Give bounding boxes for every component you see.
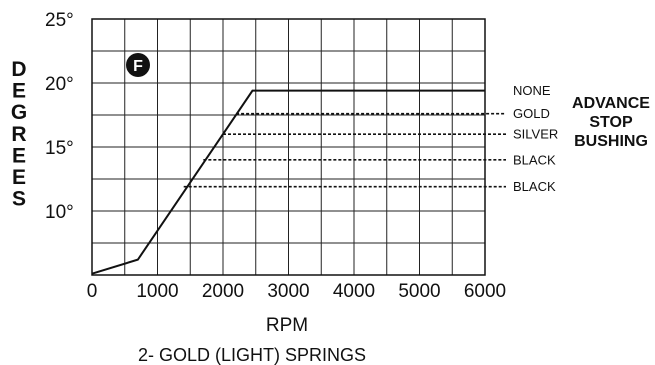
x-axis-label: RPM bbox=[266, 315, 308, 336]
y-axis-letter: E bbox=[12, 166, 26, 189]
side-title-line: STOP bbox=[589, 114, 633, 131]
plot-border bbox=[91, 18, 486, 276]
series-layer bbox=[91, 89, 506, 275]
side-title-line: ADVANCE bbox=[572, 95, 650, 112]
y-axis-letter: D bbox=[11, 58, 26, 81]
plot-frame bbox=[91, 18, 486, 276]
y-tick-label: 10° bbox=[45, 202, 74, 223]
badge-circle bbox=[126, 53, 150, 77]
tick-labels: 0 1000 2000 3000 4000 5000 6000 10° 15° 20° 25° bbox=[45, 10, 506, 302]
y-axis-letter: E bbox=[12, 144, 26, 167]
advance-stop-bushing-title: ADVANCE STOP BUSHING bbox=[572, 95, 650, 150]
series-label-gold: GOLD bbox=[513, 106, 550, 121]
grid bbox=[92, 19, 485, 275]
y-tick-label: 25° bbox=[45, 10, 74, 31]
series-label-silver: SILVER bbox=[513, 127, 558, 142]
series-line-none bbox=[91, 89, 485, 275]
x-tick-label: 6000 bbox=[464, 281, 506, 302]
y-tick-label: 15° bbox=[45, 138, 74, 159]
x-tick-label: 1000 bbox=[136, 281, 178, 302]
series-label-black: BLACK bbox=[513, 152, 556, 167]
series-labels: NONE GOLD SILVER BLACK BLACK bbox=[513, 83, 558, 194]
y-axis-letter: G bbox=[11, 101, 27, 124]
y-axis-letter: R bbox=[11, 123, 26, 146]
side-title-line: BUSHING bbox=[574, 133, 648, 150]
x-tick-label: 5000 bbox=[398, 281, 440, 302]
y-axis-letter: E bbox=[12, 80, 26, 103]
badge-letter: F bbox=[133, 58, 143, 75]
x-tick-label: 0 bbox=[87, 281, 98, 302]
x-tick-label: 2000 bbox=[202, 281, 244, 302]
series-label-none: NONE bbox=[513, 83, 551, 98]
y-axis-letter: S bbox=[12, 188, 26, 211]
series-label-black: BLACK bbox=[513, 179, 556, 194]
x-tick-label: 3000 bbox=[267, 281, 309, 302]
y-tick-label: 20° bbox=[45, 74, 74, 95]
chart-caption: 2- GOLD (LIGHT) SPRINGS bbox=[138, 345, 366, 365]
badge: F bbox=[126, 53, 150, 77]
x-tick-label: 4000 bbox=[333, 281, 375, 302]
